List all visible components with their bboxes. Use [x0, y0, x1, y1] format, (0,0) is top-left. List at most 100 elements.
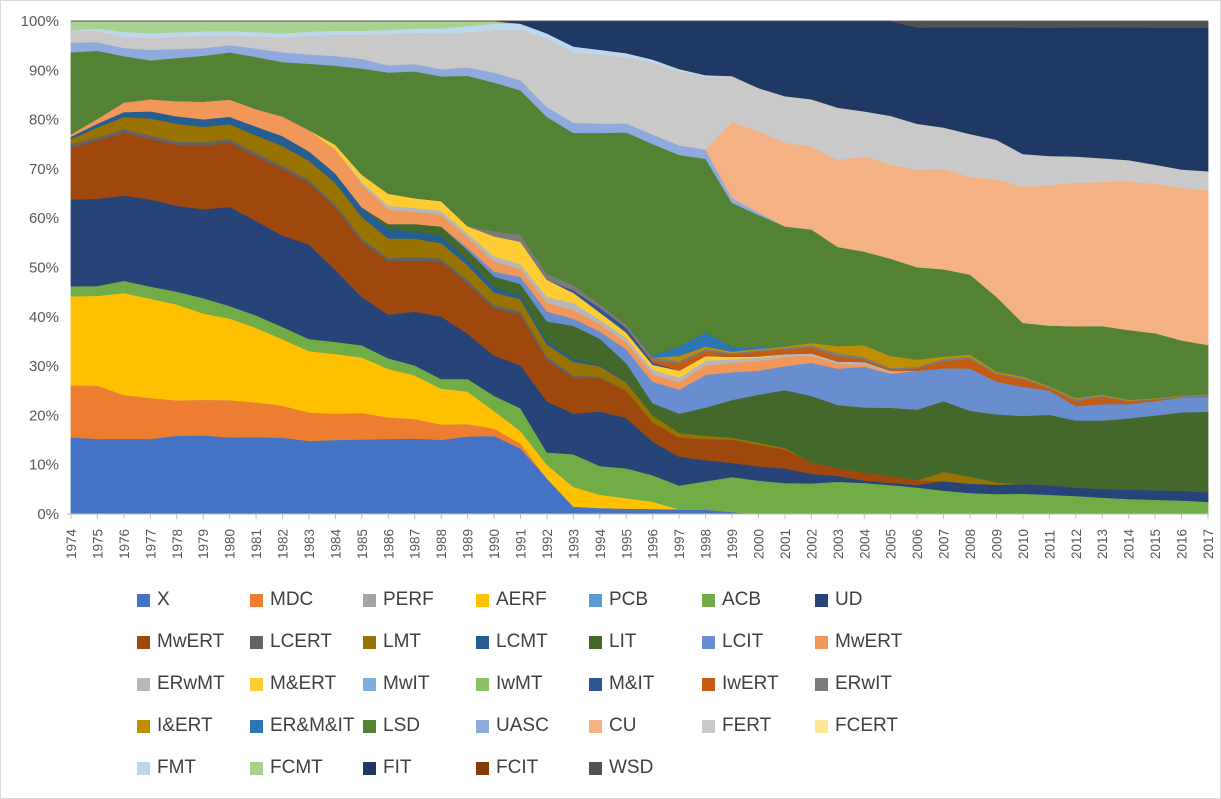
legend-item-wsd: WSD	[589, 757, 702, 779]
legend-label: MwERT	[157, 631, 225, 652]
legend-swatch-icon	[363, 761, 376, 775]
legend-label: M&ERT	[270, 673, 337, 694]
legend-item-lmt: LMT	[363, 631, 476, 653]
legend-swatch-icon	[702, 677, 715, 691]
y-axis-tick-label: 20%	[29, 407, 59, 424]
area-series-wsd	[71, 20, 1209, 28]
legend-label: PERF	[383, 589, 434, 610]
legend-item-lcert: LCERT	[250, 631, 363, 653]
legend-swatch-icon	[589, 677, 602, 691]
x-axis-tick-label: 1996	[646, 529, 661, 559]
legend-item-iwert: IwERT	[702, 673, 815, 695]
x-axis-tick-label: 1981	[249, 529, 264, 559]
legend-row: FMT FCMT FIT FCIT WSD	[1, 747, 1220, 789]
y-axis-tick-label: 60%	[29, 210, 59, 227]
x-axis-tick-label: 1991	[514, 529, 529, 559]
y-axis-tick-label: 90%	[29, 62, 59, 79]
legend-row: X MDC PERF AERF PCB ACB UD	[1, 579, 1220, 621]
x-axis-tick-label: 2003	[831, 529, 846, 559]
legend-label: CU	[609, 715, 637, 736]
y-axis-tick-label: 30%	[29, 358, 59, 375]
legend-label: LIT	[609, 631, 637, 652]
legend-item-lcit: LCIT	[702, 631, 815, 653]
legend-item-i-ert: I&ERT	[137, 715, 250, 737]
x-axis-tick-label: 1990	[487, 529, 502, 559]
x-axis-tick-label: 1997	[672, 529, 687, 559]
x-axis-tick-label: 2016	[1175, 529, 1190, 559]
legend-swatch-icon	[815, 635, 828, 649]
legend-swatch-icon	[250, 719, 263, 733]
legend-swatch-icon	[476, 677, 489, 691]
legend-swatch-icon	[250, 677, 263, 691]
y-axis-tick-label: 100%	[21, 13, 59, 30]
x-axis-tick-label: 1975	[90, 529, 105, 559]
legend-item-fcit: FCIT	[476, 757, 589, 779]
legend-label: ERwMT	[157, 673, 225, 694]
legend-swatch-icon	[250, 593, 263, 607]
x-axis-tick-label: 1986	[381, 529, 396, 559]
legend-label: UD	[835, 589, 863, 610]
x-axis-tick-label: 1989	[461, 529, 476, 559]
legend-label: PCB	[609, 589, 649, 610]
x-axis-tick-label: 1979	[196, 529, 211, 559]
legend-item-fcert: FCERT	[815, 715, 928, 737]
x-axis-tick-label: 2015	[1148, 529, 1163, 559]
legend-item-perf: PERF	[363, 589, 476, 611]
chart-legend: X MDC PERF AERF PCB ACB UD MwERT LCERT LMT LCMT LIT…	[1, 579, 1220, 789]
legend-swatch-icon	[476, 593, 489, 607]
x-axis-tick-label: 2006	[910, 529, 925, 559]
legend-swatch-icon	[702, 635, 715, 649]
x-axis-tick-label: 1983	[302, 529, 317, 559]
x-axis-tick-label: 2014	[1122, 528, 1137, 559]
legend-swatch-icon	[250, 761, 263, 775]
legend-row: I&ERT ER&M&IT LSD UASC CU FERT FCERT	[1, 705, 1220, 747]
x-axis-tick-label: 2007	[937, 529, 952, 559]
legend-label: LCERT	[270, 631, 332, 652]
y-axis-tick-label: 10%	[29, 457, 59, 474]
legend-item-mwert: MwERT	[815, 631, 928, 653]
x-axis-tick-label: 1980	[223, 529, 238, 559]
y-axis-tick-label: 40%	[29, 309, 59, 326]
legend-item-lcmt: LCMT	[476, 631, 589, 653]
legend-label: X	[157, 589, 170, 610]
x-axis-tick-label: 2013	[1095, 529, 1110, 559]
legend-swatch-icon	[476, 761, 489, 775]
x-axis-tick-label: 1985	[355, 529, 370, 559]
legend-label: ERwIT	[835, 673, 892, 694]
legend-swatch-icon	[702, 593, 715, 607]
x-axis-tick-label: 1977	[143, 529, 158, 559]
legend-label: ER&M&IT	[270, 715, 355, 736]
legend-label: WSD	[609, 757, 654, 778]
x-axis-tick-label: 1993	[566, 529, 581, 559]
legend-item-ud: UD	[815, 589, 928, 611]
legend-item-mwit: MwIT	[363, 673, 476, 695]
x-axis-tick-label: 2005	[884, 529, 899, 559]
legend-row: ERwMT M&ERT MwIT IwMT M&IT IwERT ERwIT	[1, 663, 1220, 705]
x-axis-tick-label: 2008	[963, 529, 978, 559]
legend-label: AERF	[496, 589, 547, 610]
legend-label: M&IT	[609, 673, 655, 694]
legend-item-erwmt: ERwMT	[137, 673, 250, 695]
x-axis-tick-label: 1995	[619, 529, 634, 559]
legend-item-m-it: M&IT	[589, 673, 702, 695]
legend-swatch-icon	[363, 593, 376, 607]
legend-swatch-icon	[363, 719, 376, 733]
legend-label: FMT	[157, 757, 197, 778]
legend-swatch-icon	[815, 593, 828, 607]
legend-item-fmt: FMT	[137, 757, 250, 779]
legend-swatch-icon	[589, 719, 602, 733]
x-axis-tick-label: 1994	[593, 528, 608, 559]
y-axis-tick-label: 70%	[29, 161, 59, 178]
legend-label: LCMT	[496, 631, 548, 652]
legend-item-fert: FERT	[702, 715, 815, 737]
x-axis-tick-label: 1974	[64, 528, 79, 559]
legend-label: ACB	[722, 589, 762, 610]
legend-label: MwIT	[383, 673, 430, 694]
legend-item-er-m-it: ER&M&IT	[250, 715, 363, 737]
legend-swatch-icon	[137, 761, 150, 775]
y-axis-tick-label: 80%	[29, 112, 59, 129]
legend-item-mwert: MwERT	[137, 631, 250, 653]
legend-item-lsd: LSD	[363, 715, 476, 737]
x-axis-tick-label: 1992	[540, 529, 555, 559]
y-axis-tick-label: 0%	[37, 506, 59, 523]
